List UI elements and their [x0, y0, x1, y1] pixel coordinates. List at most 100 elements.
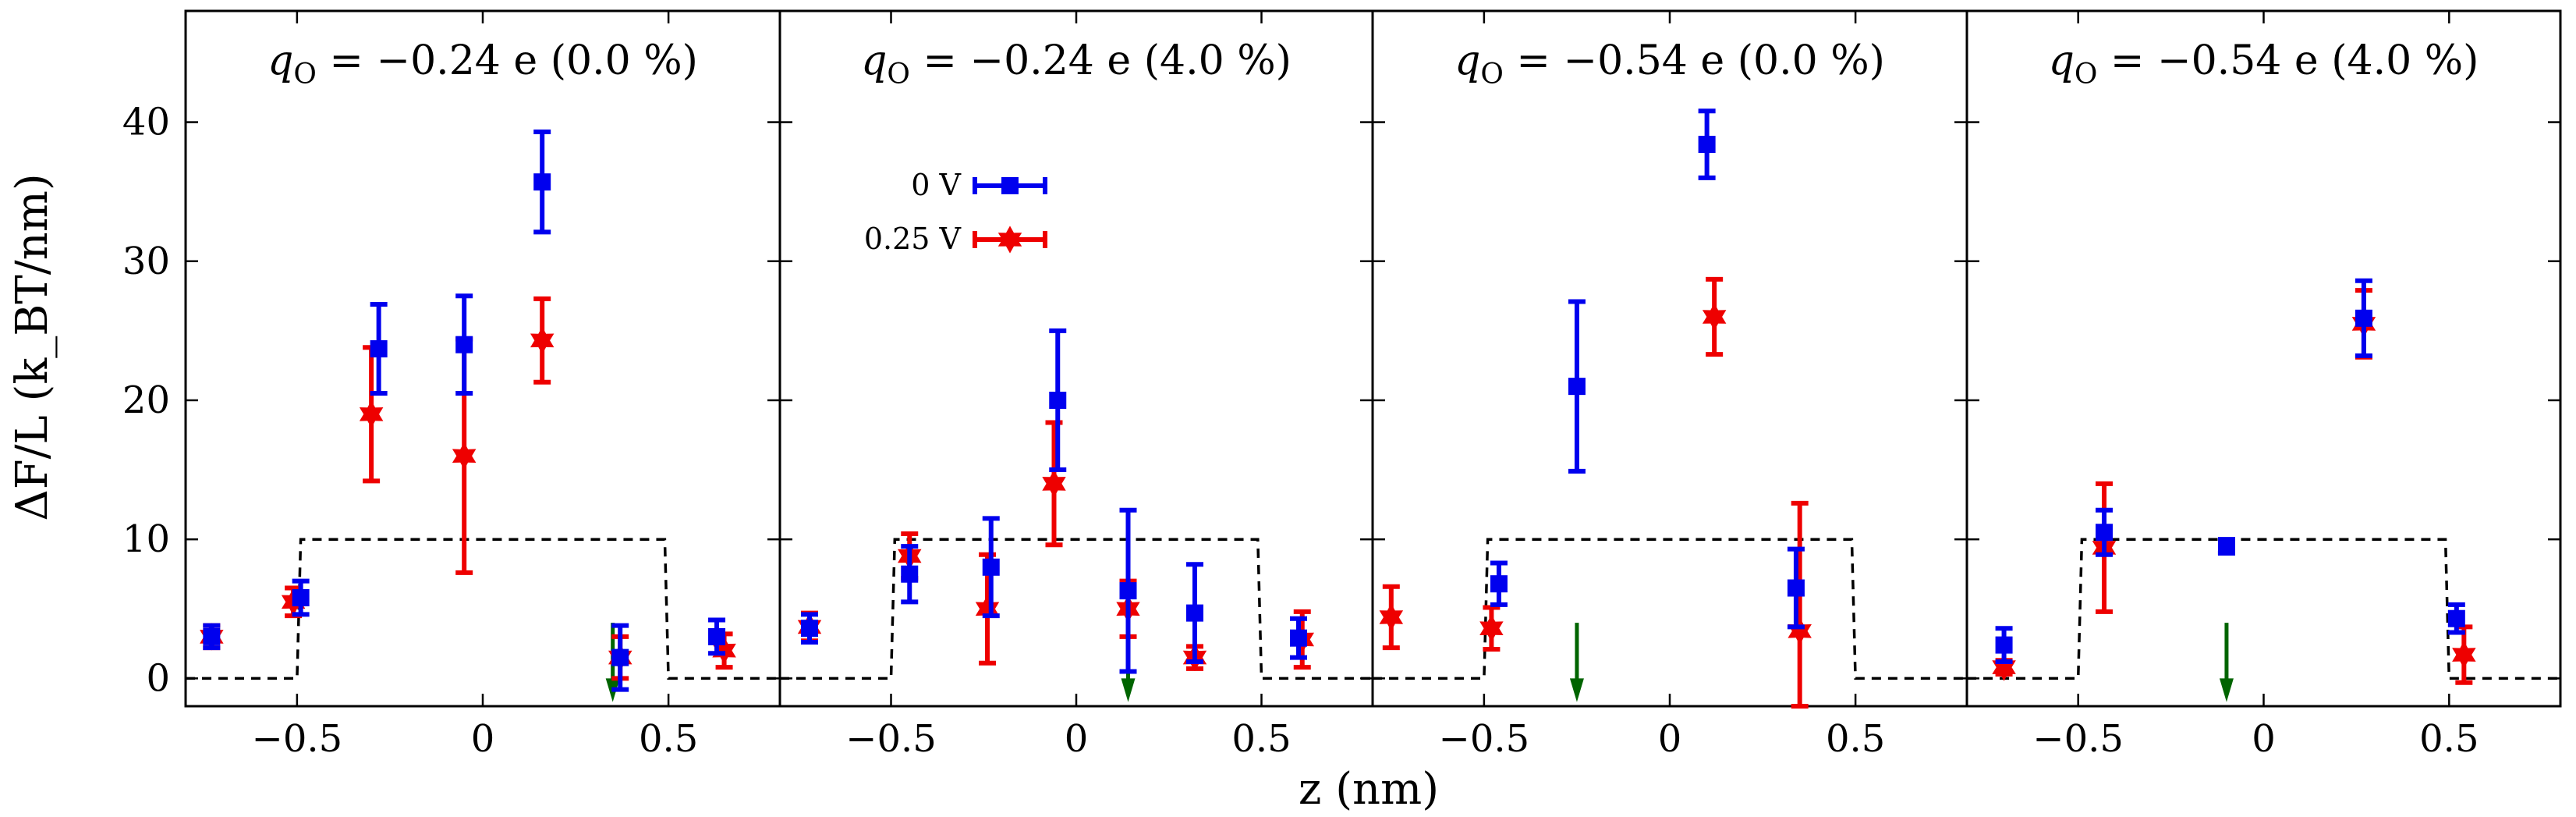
- panel-title: qO = −0.54 e (0.0 %): [1455, 37, 1885, 91]
- panel-frame: [1371, 9, 1968, 708]
- square-marker: [1001, 177, 1019, 194]
- data-point: [1788, 500, 1812, 709]
- square-marker: [1490, 575, 1508, 593]
- series-0-25V: [200, 296, 736, 681]
- square-marker: [801, 620, 818, 638]
- star-marker: [530, 326, 555, 354]
- square-marker: [1119, 582, 1137, 600]
- data-point: [2217, 537, 2235, 556]
- x-tick-labels: −0.5 0 0.5 −0.5 0 0.5 −0.5 0 0.5 −0.5 0 0.5: [252, 717, 2479, 761]
- data-point: [1787, 546, 1805, 630]
- star-marker: [1379, 603, 1404, 631]
- panel-1: qO = −0.24 e (0.0 %): [184, 9, 781, 708]
- data-point: [1119, 507, 1137, 674]
- star-marker: [452, 442, 477, 470]
- data-point: [2452, 624, 2476, 685]
- star-marker: [1479, 614, 1504, 642]
- square-marker: [1995, 636, 2013, 654]
- x-tick-label: 0: [471, 717, 495, 761]
- legend-label: 0.25 V: [864, 222, 962, 256]
- data-point: [292, 578, 310, 617]
- star-marker: [997, 226, 1022, 254]
- y-tick-label: 30: [122, 240, 170, 283]
- x-tick-label: 0: [1658, 717, 1682, 761]
- arrow-head: [1569, 678, 1584, 702]
- panel-title: qO = −0.54 e (4.0 %): [2049, 37, 2479, 91]
- position-arrow: [1569, 623, 1584, 702]
- data-point: [455, 293, 473, 396]
- x-tick-label: 0: [1065, 717, 1089, 761]
- x-axis-label: z (nm): [1299, 764, 1439, 815]
- panel-frame: [184, 9, 781, 708]
- data-point: [1568, 299, 1586, 474]
- position-arrow: [2219, 623, 2234, 702]
- square-marker: [455, 336, 473, 353]
- panel-2: qO = −0.24 e (4.0 %): [778, 9, 1374, 708]
- data-point: [203, 623, 221, 651]
- square-marker: [2447, 609, 2465, 627]
- x-tick-label: 0.5: [1826, 717, 1885, 761]
- series-0V: [203, 130, 726, 692]
- x-tick-label: −0.5: [2032, 717, 2124, 761]
- data-point: [1702, 276, 1727, 357]
- square-marker: [708, 627, 726, 645]
- data-point: [1186, 562, 1203, 664]
- star-marker: [975, 595, 1000, 623]
- square-marker: [2095, 524, 2113, 542]
- legend: 0 V 0.25 V: [864, 168, 1047, 256]
- square-marker: [982, 558, 1000, 576]
- data-point: [2095, 507, 2113, 557]
- data-point: [1479, 605, 1504, 652]
- series-0-25V: [1992, 288, 2476, 685]
- star-marker: [1788, 617, 1812, 645]
- x-tick-label: −0.5: [1439, 717, 1530, 761]
- series-0-25V: [1379, 276, 1812, 709]
- panel-title: qO = −0.24 e (0.0 %): [268, 37, 698, 91]
- legend-entry: 0 V: [911, 168, 1047, 202]
- square-marker: [292, 589, 310, 607]
- square-marker: [1049, 391, 1067, 409]
- panels: qO = −0.24 e (0.0 %) qO = −0.24 e (4.0 %)…: [184, 9, 2562, 709]
- series-0V: [801, 328, 1307, 674]
- square-marker: [1290, 629, 1307, 647]
- legend-entry: 0.25 V: [864, 222, 1047, 256]
- panel-frame: [1965, 9, 2562, 708]
- reference-step-line: [1373, 538, 1967, 680]
- y-tick-labels: 0 10 20 30 40: [122, 101, 170, 701]
- square-marker: [203, 627, 221, 645]
- star-marker: [1042, 470, 1066, 498]
- data-point: [1379, 584, 1404, 651]
- square-marker: [2217, 538, 2235, 556]
- star-marker: [2452, 641, 2476, 669]
- data-point: [370, 302, 388, 396]
- data-point: [2447, 602, 2465, 635]
- square-marker: [533, 173, 551, 191]
- arrow-head: [1121, 678, 1136, 702]
- data-point: [533, 130, 551, 235]
- panel-title: qO = −0.24 e (4.0 %): [861, 37, 1292, 91]
- reference-step-line: [186, 538, 780, 680]
- x-tick-label: 0.5: [2419, 717, 2479, 761]
- x-tick-label: −0.5: [845, 717, 937, 761]
- square-marker: [1186, 604, 1203, 622]
- series-0V: [1490, 108, 1805, 630]
- y-tick-label: 20: [122, 378, 170, 422]
- square-marker: [2355, 309, 2372, 327]
- data-point: [2355, 278, 2372, 358]
- data-point: [708, 617, 726, 656]
- star-marker: [1702, 303, 1727, 331]
- star-marker: [1992, 653, 2016, 681]
- data-point: [801, 612, 818, 645]
- data-point: [1698, 108, 1716, 180]
- y-tick-label: 10: [122, 517, 170, 561]
- panel-frame: [778, 9, 1374, 708]
- data-point: [530, 296, 555, 385]
- x-tick-label: 0: [2252, 717, 2276, 761]
- data-point: [1049, 328, 1067, 473]
- data-point: [901, 544, 919, 605]
- square-marker: [901, 565, 919, 583]
- data-point: [1490, 560, 1508, 607]
- star-marker: [712, 637, 736, 665]
- x-tick-label: 0.5: [1231, 717, 1291, 761]
